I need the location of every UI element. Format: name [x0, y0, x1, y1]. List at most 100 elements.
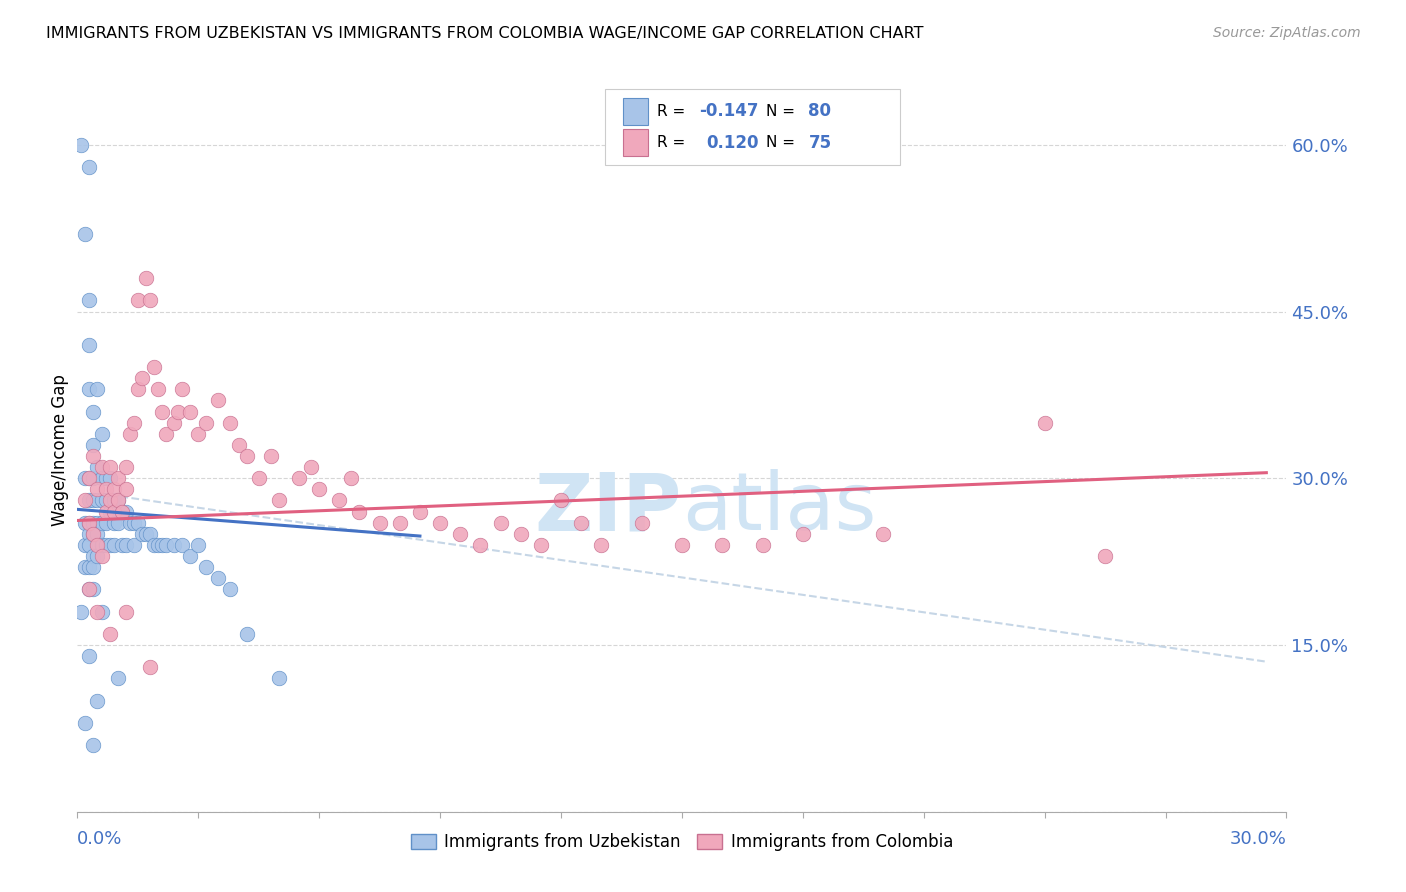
Point [94, 493, 117, 508]
Point [114, 538, 136, 552]
Point [630, 516, 652, 530]
Point [82, 493, 104, 508]
Point [146, 382, 169, 396]
Point [308, 483, 330, 497]
Point [111, 538, 134, 552]
Point [79, 471, 101, 485]
Point [86, 549, 108, 563]
Point [163, 416, 186, 430]
Point [103, 483, 125, 497]
Point [207, 571, 229, 585]
Point [79, 649, 101, 664]
Point [131, 526, 153, 541]
Point [114, 483, 136, 497]
Point [70, 605, 93, 619]
Point [98, 505, 121, 519]
Point [219, 416, 242, 430]
Y-axis label: Wage/Income Gap: Wage/Income Gap [51, 375, 69, 526]
Point [167, 404, 190, 418]
Point [449, 526, 471, 541]
Point [267, 671, 290, 685]
Point [90, 460, 112, 475]
Point [75, 227, 97, 241]
Point [86, 493, 108, 508]
Point [509, 526, 531, 541]
Point [86, 382, 108, 396]
Point [94, 538, 117, 552]
Point [155, 426, 177, 441]
Point [131, 371, 153, 385]
Point [82, 404, 104, 418]
Point [1033, 416, 1056, 430]
Point [86, 693, 108, 707]
Point [107, 516, 129, 530]
Point [98, 538, 121, 552]
Point [127, 382, 149, 396]
Point [86, 483, 108, 497]
Point [79, 160, 101, 174]
Point [530, 538, 553, 552]
Point [82, 526, 104, 541]
Point [90, 426, 112, 441]
Point [86, 605, 108, 619]
Point [79, 582, 101, 597]
Point [122, 538, 145, 552]
Point [267, 493, 290, 508]
Point [79, 471, 101, 485]
Text: 0.0%: 0.0% [77, 830, 122, 847]
Text: 0.120: 0.120 [706, 134, 758, 152]
Point [114, 460, 136, 475]
Text: N =: N = [766, 136, 800, 150]
Point [155, 538, 177, 552]
Point [260, 449, 283, 463]
Point [82, 449, 104, 463]
Point [122, 516, 145, 530]
Point [470, 538, 492, 552]
Point [75, 715, 97, 730]
Point [288, 471, 311, 485]
Point [79, 560, 101, 574]
Point [98, 493, 121, 508]
Point [94, 516, 117, 530]
Text: R =: R = [657, 104, 690, 119]
Point [591, 538, 613, 552]
Point [82, 471, 104, 485]
Point [90, 516, 112, 530]
Point [90, 605, 112, 619]
Point [711, 538, 734, 552]
Point [146, 538, 169, 552]
Point [489, 516, 512, 530]
Point [75, 516, 97, 530]
Point [228, 438, 250, 452]
Point [82, 526, 104, 541]
Point [172, 382, 194, 396]
Point [1094, 549, 1116, 563]
Point [139, 660, 162, 674]
Point [219, 582, 242, 597]
Point [118, 426, 141, 441]
Point [349, 505, 371, 519]
Point [79, 516, 101, 530]
Point [90, 471, 112, 485]
Point [79, 538, 101, 552]
Point [94, 471, 117, 485]
Point [79, 493, 101, 508]
Text: atlas: atlas [682, 469, 876, 548]
Point [751, 538, 773, 552]
Point [82, 738, 104, 752]
Point [103, 493, 125, 508]
Point [107, 493, 129, 508]
Text: IMMIGRANTS FROM UZBEKISTAN VS IMMIGRANTS FROM COLOMBIA WAGE/INCOME GAP CORRELATI: IMMIGRANTS FROM UZBEKISTAN VS IMMIGRANTS… [46, 26, 924, 41]
Point [550, 493, 572, 508]
Point [127, 516, 149, 530]
Point [86, 538, 108, 552]
Point [299, 460, 322, 475]
Point [79, 516, 101, 530]
Text: 75: 75 [808, 134, 831, 152]
Point [328, 493, 350, 508]
Point [90, 549, 112, 563]
Point [79, 526, 101, 541]
Point [79, 382, 101, 396]
Point [75, 560, 97, 574]
Point [409, 505, 432, 519]
